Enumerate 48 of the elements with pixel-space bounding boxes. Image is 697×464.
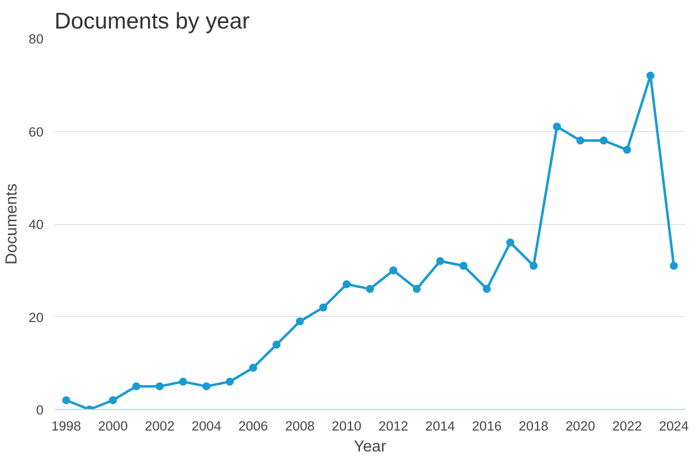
point (296, 317, 304, 326)
point (108, 396, 117, 404)
y-tick-label: 0 (36, 402, 44, 418)
point (506, 238, 514, 247)
y-tick-label: 60 (28, 124, 44, 140)
point (412, 284, 421, 293)
point (576, 136, 584, 145)
y-tick-label: 20 (28, 310, 44, 325)
point (272, 340, 281, 349)
point (670, 262, 678, 270)
x-tick-label: 2018 (518, 418, 548, 434)
y-tick-label: 40 (28, 217, 44, 232)
x-tick-label: 2002 (144, 418, 174, 434)
point (249, 364, 258, 372)
x-tick-label: 1998 (51, 418, 82, 434)
point (436, 257, 444, 266)
point (132, 382, 140, 390)
x-tick-label: 2014 (425, 418, 456, 434)
point (226, 378, 234, 386)
x-tick-label: 2000 (98, 418, 128, 434)
y-axis-title: Documents (4, 184, 21, 264)
y-tick-label: 80 (28, 32, 44, 46)
point (600, 136, 608, 145)
x-tick-label: 2006 (238, 418, 268, 434)
point (530, 262, 538, 270)
point (552, 122, 561, 131)
point (623, 146, 632, 154)
point (319, 303, 328, 312)
point (62, 396, 70, 404)
point (202, 382, 210, 390)
x-tick-label: 2010 (332, 418, 362, 434)
point (646, 72, 654, 80)
x-tick-label: 2022 (612, 418, 642, 434)
x-tick-label: 2008 (285, 418, 315, 434)
point (342, 280, 351, 288)
point (389, 266, 398, 274)
x-axis-title: Year (354, 438, 387, 456)
x-tick-label: 2012 (378, 418, 408, 434)
chart-title: Documents by year (54, 8, 250, 34)
point (156, 382, 164, 390)
point (179, 378, 188, 386)
x-tick-label: 2024 (658, 418, 690, 434)
x-tick-label: 2016 (472, 418, 502, 434)
point (459, 262, 468, 270)
x-tick-label: 2004 (192, 418, 222, 434)
point (366, 284, 374, 293)
x-tick-label: 2020 (566, 418, 596, 434)
point (482, 284, 491, 293)
